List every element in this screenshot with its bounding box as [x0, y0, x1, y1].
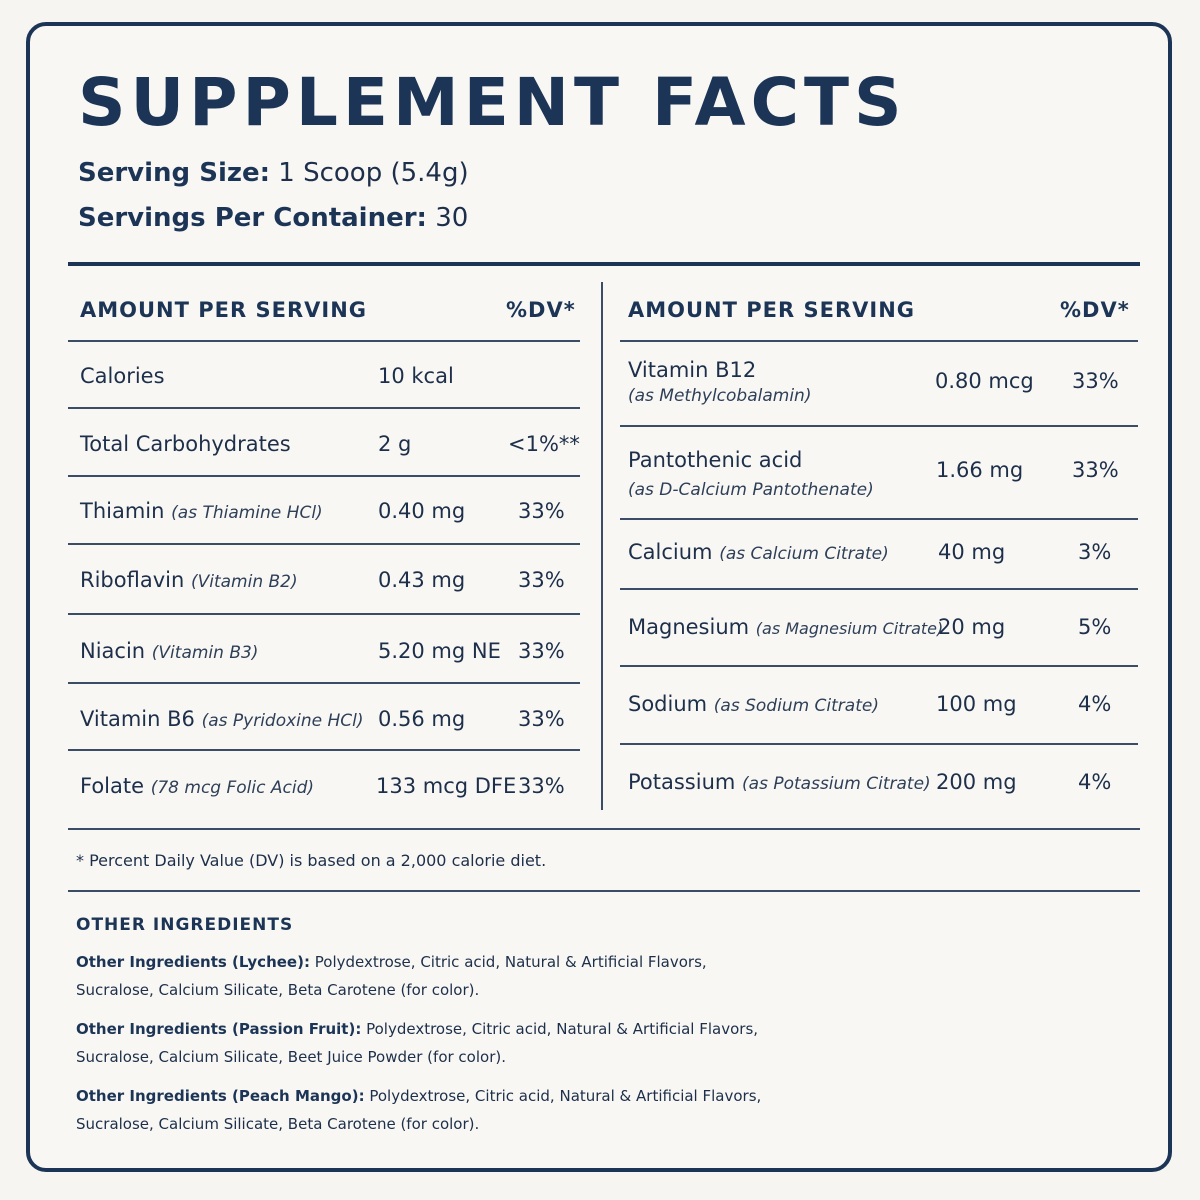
- right-row-amount: 1.66 mg: [936, 458, 1024, 482]
- table-bottom-divider: [68, 828, 1140, 830]
- right-row-name: Potassium (as Potassium Citrate): [628, 770, 931, 794]
- right-row-dv: 4%: [1078, 692, 1112, 716]
- serving-size: Serving Size: 1 Scoop (5.4g): [78, 158, 469, 188]
- left-row-detail: (78 mcg Folic Acid): [150, 778, 315, 798]
- left-row-amount: 10 kcal: [378, 364, 454, 388]
- left-row-name: Niacin (Vitamin B3): [80, 639, 259, 663]
- ingredient-label: Other Ingredients (Lychee):: [76, 953, 310, 971]
- right-row-name: Calcium (as Calcium Citrate): [628, 540, 889, 564]
- left-row-name: Vitamin B6 (as Pyridoxine HCl): [80, 707, 364, 731]
- left-row-dv: 33%: [518, 639, 565, 663]
- left-row-dv: 33%: [518, 707, 565, 731]
- left-row-amount: 0.56 mg: [378, 707, 466, 731]
- left-row-name: Folate (78 mcg Folic Acid): [80, 774, 315, 798]
- right-header-divider: [620, 340, 1138, 342]
- left-row-detail: (Vitamin B2): [190, 572, 298, 592]
- right-row-amount: 20 mg: [938, 615, 1006, 639]
- right-row-detail: (as Sodium Citrate): [713, 696, 879, 716]
- right-row-amount: 100 mg: [936, 692, 1017, 716]
- right-header-amount: AMOUNT PER SERVING: [628, 298, 916, 322]
- dv-footnote: * Percent Daily Value (DV) is based on a…: [76, 851, 547, 870]
- ingredient-label: Other Ingredients (Peach Mango):: [76, 1087, 365, 1105]
- right-row-name: Vitamin B12: [628, 358, 757, 382]
- ingredients-passion-fruit: Other Ingredients (Passion Fruit): Polyd…: [76, 1015, 836, 1071]
- left-row-detail: (Vitamin B3): [151, 643, 259, 663]
- right-row-amount: 40 mg: [938, 540, 1006, 564]
- row-divider: [68, 475, 580, 477]
- ingredient-line1: Polydextrose, Citric acid, Natural & Art…: [314, 953, 707, 971]
- left-header-dv: %DV*: [506, 298, 576, 322]
- left-row-amount: 133 mcg DFE: [376, 774, 517, 798]
- right-row-dv: 5%: [1078, 615, 1112, 639]
- row-divider: [620, 425, 1138, 427]
- row-divider: [620, 518, 1138, 520]
- divider-thick: [68, 262, 1140, 266]
- right-row-name: Sodium (as Sodium Citrate): [628, 692, 879, 716]
- right-row-detail: (as Methylcobalamin): [628, 386, 812, 406]
- left-row-dv: <1%**: [508, 432, 580, 456]
- footnote-divider: [68, 890, 1140, 892]
- left-row-amount: 2 g: [378, 432, 412, 456]
- right-row-dv: 33%: [1072, 458, 1119, 482]
- right-row-amount: 0.80 mcg: [935, 369, 1034, 393]
- row-divider: [68, 543, 580, 545]
- right-row-detail: (as D-Calcium Pantothenate): [628, 480, 874, 500]
- ingredient-line1: Polydextrose, Citric acid, Natural & Art…: [366, 1020, 759, 1038]
- right-row-dv: 3%: [1078, 540, 1112, 564]
- ingredients-peach-mango: Other Ingredients (Peach Mango): Polydex…: [76, 1082, 836, 1138]
- servings-per-container-label: Servings Per Container:: [78, 203, 427, 233]
- right-row-detail: (as Calcium Citrate): [719, 544, 889, 564]
- row-divider: [620, 665, 1138, 667]
- supplement-facts-panel: SUPPLEMENT FACTS Serving Size: 1 Scoop (…: [26, 22, 1172, 1172]
- row-divider: [620, 743, 1138, 745]
- left-row-dv: 33%: [518, 774, 565, 798]
- left-row-name: Thiamin (as Thiamine HCl): [80, 499, 323, 523]
- left-row-detail: (as Pyridoxine HCl): [201, 711, 364, 731]
- page-title: SUPPLEMENT FACTS: [78, 64, 907, 141]
- row-divider: [68, 749, 580, 751]
- ingredient-line2: Sucralose, Calcium Silicate, Beta Carote…: [76, 981, 480, 999]
- ingredient-line1: Polydextrose, Citric acid, Natural & Art…: [369, 1087, 762, 1105]
- right-row-name: Pantothenic acid: [628, 448, 803, 472]
- servings-per-container-value: 30: [435, 203, 469, 233]
- servings-per-container: Servings Per Container: 30: [78, 203, 468, 233]
- left-row-dv: 33%: [518, 568, 565, 592]
- ingredient-line2: Sucralose, Calcium Silicate, Beta Carote…: [76, 1115, 480, 1133]
- left-header-divider: [68, 340, 580, 342]
- right-row-detail: (as Magnesium Citrate): [755, 619, 944, 638]
- row-divider: [68, 682, 580, 684]
- left-row-dv: 33%: [518, 499, 565, 523]
- right-row-detail: (as Potassium Citrate): [742, 774, 931, 794]
- right-row-dv: 4%: [1078, 770, 1112, 794]
- right-row-amount: 200 mg: [936, 770, 1017, 794]
- row-divider: [68, 613, 580, 615]
- other-ingredients-title: OTHER INGREDIENTS: [76, 915, 294, 935]
- row-divider: [68, 407, 580, 409]
- left-row-amount: 0.40 mg: [378, 499, 466, 523]
- serving-size-value: 1 Scoop (5.4g): [278, 158, 469, 188]
- left-row-amount: 0.43 mg: [378, 568, 466, 592]
- left-row-name: Riboflavin (Vitamin B2): [80, 568, 298, 592]
- left-row-name: Calories: [80, 364, 165, 388]
- ingredients-lychee: Other Ingredients (Lychee): Polydextrose…: [76, 948, 836, 1004]
- right-row-name: Magnesium (as Magnesium Citrate): [628, 615, 944, 639]
- left-row-name: Total Carbohydrates: [80, 432, 291, 456]
- right-header-dv: %DV*: [1060, 298, 1130, 322]
- serving-size-label: Serving Size:: [78, 158, 271, 188]
- right-row-dv: 33%: [1072, 369, 1119, 393]
- left-row-amount: 5.20 mg NE: [378, 639, 501, 663]
- column-divider: [601, 282, 603, 810]
- ingredient-label: Other Ingredients (Passion Fruit):: [76, 1020, 362, 1038]
- left-header-amount: AMOUNT PER SERVING: [80, 298, 368, 322]
- left-row-detail: (as Thiamine HCl): [171, 503, 323, 523]
- ingredient-line2: Sucralose, Calcium Silicate, Beet Juice …: [76, 1048, 506, 1066]
- row-divider: [620, 588, 1138, 590]
